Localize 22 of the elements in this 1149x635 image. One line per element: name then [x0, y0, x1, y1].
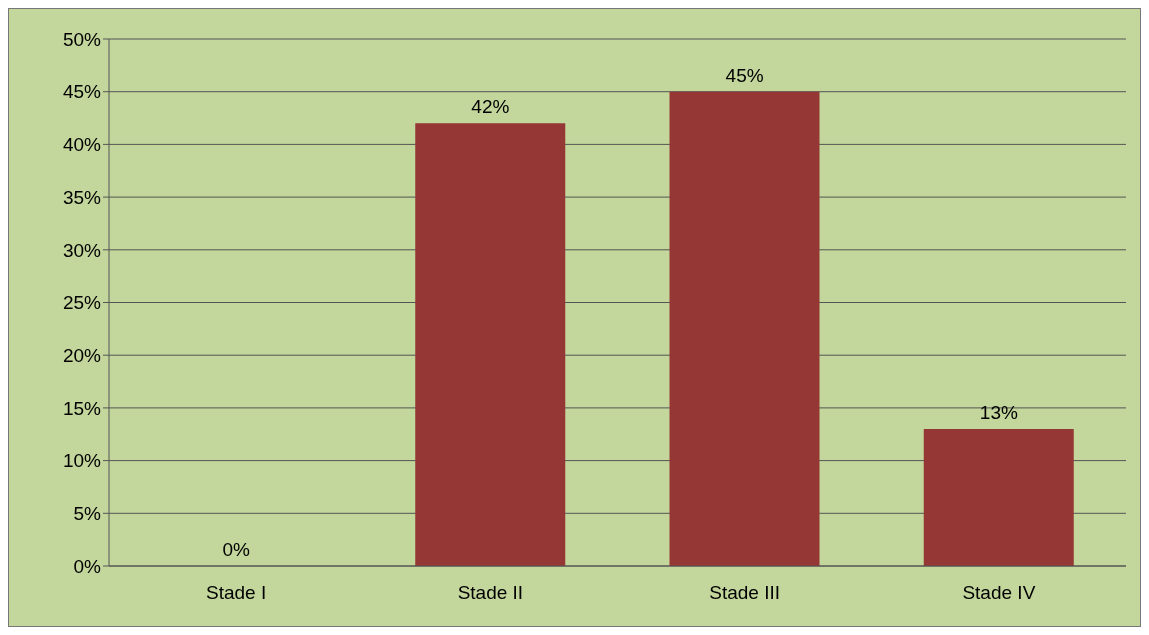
y-tick-label: 40% [62, 134, 102, 156]
y-tick-label: 10% [62, 450, 102, 472]
x-tick-label: Stade III [709, 582, 781, 604]
bar [669, 91, 820, 566]
bar [923, 428, 1074, 566]
y-tick-label: 20% [62, 344, 102, 366]
data-label: 0% [222, 539, 250, 560]
x-tick-label: Stade II [457, 582, 524, 604]
data-label: 45% [725, 64, 764, 86]
y-tick-label: 15% [62, 397, 102, 419]
data-label: 13% [979, 401, 1018, 423]
data-label: 42% [471, 96, 510, 118]
bar [415, 123, 566, 566]
y-tick-label: 50% [62, 28, 102, 50]
y-tick-label: 5% [73, 503, 102, 525]
y-tick-label: 35% [62, 186, 102, 208]
y-tick-label: 45% [62, 81, 102, 103]
y-tick-label: 0% [73, 555, 102, 577]
y-tick-label: 30% [62, 239, 102, 261]
y-tick-label: 25% [62, 292, 102, 314]
x-tick-label: Stade IV [962, 582, 1036, 604]
x-tick-label: Stade I [206, 582, 267, 604]
